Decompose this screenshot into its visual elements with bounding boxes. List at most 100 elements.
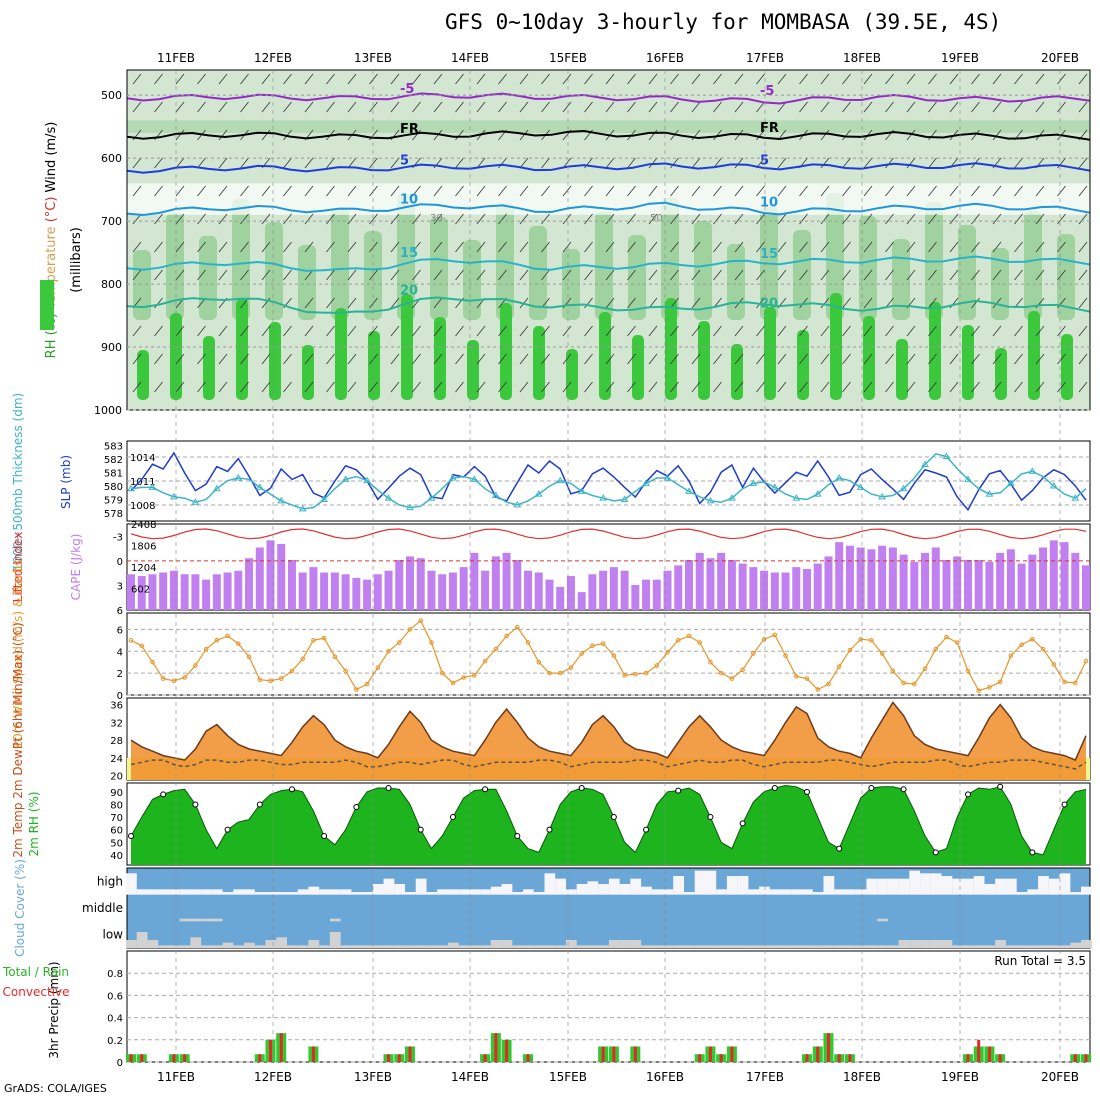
wind-barb (1057, 157, 1066, 169)
rh-dark-blob (731, 344, 743, 400)
isotherm-contour (127, 92, 1090, 105)
cloud-bar (619, 940, 631, 948)
wind-barb (498, 101, 507, 113)
wind-barb (756, 185, 765, 197)
wind-point (236, 641, 241, 646)
wind-barb (928, 241, 937, 253)
wind-point (429, 640, 434, 645)
wind-barb (756, 73, 765, 85)
cloud-bar (1048, 945, 1060, 948)
cloud-bar (598, 945, 609, 948)
wind-panel-frame (126, 612, 1091, 696)
cape-bar (137, 576, 146, 610)
wind-barb (326, 381, 335, 393)
wind-barb (1014, 325, 1023, 337)
wind-barb (347, 325, 357, 337)
wind-barb (1057, 185, 1066, 197)
cloud-bar (737, 876, 749, 895)
rh-dark-blob (269, 322, 281, 400)
cloud-bar (780, 945, 792, 948)
wind-barb (197, 213, 206, 225)
thickness-marker (792, 494, 801, 501)
wind-barb (326, 297, 335, 309)
wind-barb (670, 157, 679, 169)
wind-barb (197, 101, 206, 113)
wind-barb (820, 325, 830, 337)
cape-bar (266, 540, 275, 610)
wind-barb (476, 213, 486, 225)
wind-barb (1078, 297, 1088, 309)
wind-barb (1078, 101, 1088, 113)
wind-barb (1078, 157, 1088, 169)
cloud-bar (179, 889, 191, 895)
wind-barb (304, 297, 314, 309)
cloud-bar (147, 940, 159, 948)
cape-bar (566, 576, 575, 610)
wind-barb (218, 129, 228, 141)
rh-dark-blob (830, 293, 842, 400)
wind-barb (670, 297, 679, 309)
thickness-marker (599, 494, 608, 501)
rh2m-point (900, 786, 907, 793)
cloud-bar (490, 886, 502, 895)
wind-barb (132, 241, 142, 253)
rh2m-tick: 50 (110, 838, 123, 849)
rh-mid-blob (595, 212, 613, 320)
wind-barb (154, 269, 163, 281)
cloud-bar (791, 945, 803, 948)
wind-barb (261, 325, 271, 337)
wind-barb (691, 381, 701, 393)
wind-barb (433, 241, 443, 253)
slp-tick: 1014 (130, 453, 155, 464)
precip-conv-bar (826, 1033, 830, 1062)
rh-mid-blob (232, 199, 250, 320)
wind-barb (734, 325, 744, 337)
rh-dark-blob (764, 307, 776, 400)
wind-barb (1014, 269, 1023, 281)
wind-point (482, 658, 488, 664)
wind-tick: 4 (117, 647, 123, 658)
cloud-bar (168, 945, 180, 948)
wind-barb (1057, 101, 1066, 113)
wind-barb (863, 325, 873, 337)
wind-barb (197, 185, 206, 197)
wind-barb (240, 269, 249, 281)
cloud-bar (265, 892, 277, 895)
isotherm-contour (127, 296, 1090, 314)
wind-point (332, 654, 338, 660)
wind-barb (369, 325, 378, 337)
cloud-bar (705, 945, 717, 948)
wind-barb (562, 213, 572, 225)
cloud-bar (136, 889, 148, 895)
wind-barb (519, 325, 529, 337)
wind-barb (670, 185, 679, 197)
thickness-marker (921, 460, 929, 468)
wind-barb (541, 73, 550, 85)
wind-point (890, 668, 896, 674)
wind-point (418, 618, 424, 623)
li-tick: 6 (117, 606, 123, 617)
cape-bar (996, 552, 1005, 610)
wind-barb (283, 129, 292, 141)
rh2m-point (160, 791, 167, 798)
cloud-bar (866, 878, 878, 895)
rh-dark-blob (962, 325, 974, 400)
wind-point (182, 675, 187, 680)
wind-barb (455, 185, 464, 197)
wind-barb (347, 213, 357, 225)
cape-bar (148, 574, 157, 610)
wind-barb (627, 73, 636, 85)
rh2m-point (482, 786, 489, 793)
wind-barb (304, 353, 314, 365)
slp-tick: 1011 (130, 477, 155, 488)
cloud-bar (404, 892, 416, 895)
wind-point (708, 659, 713, 665)
cloud-bar (565, 889, 577, 895)
rh2m-point (288, 786, 295, 793)
cape-bar (159, 572, 168, 610)
cloud-bar (995, 878, 1006, 895)
cloud-bar (480, 889, 491, 895)
wind-barb (1078, 269, 1088, 281)
cloud-bar (501, 940, 513, 948)
wind-barb (928, 353, 937, 365)
